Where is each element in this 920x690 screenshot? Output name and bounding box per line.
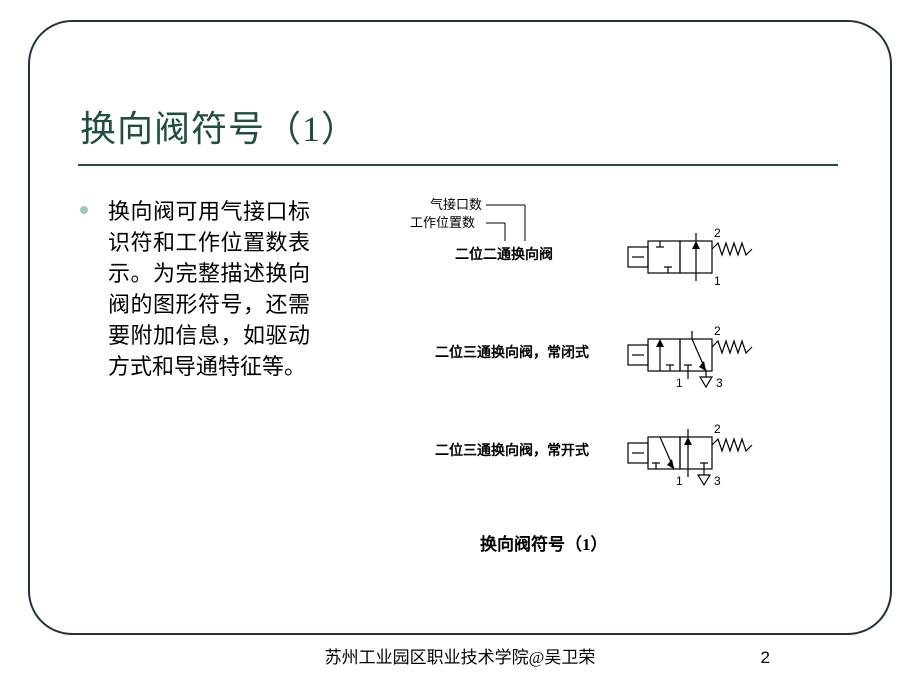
footer-text: 苏州工业园区职业技术学院@吴卫荣 (0, 643, 920, 668)
valve-3-port-1: 1 (676, 474, 683, 488)
legend: 气接口数 工作位置数 (410, 197, 525, 241)
bullet-icon (80, 206, 88, 214)
legend-ports: 气接口数 (430, 197, 482, 212)
bullet-block: 换向阀可用气接口标识符和工作位置数表示。为完整描述换向阀的图形符号，还需要附加信… (80, 196, 310, 382)
valve-2-port-2: 2 (714, 324, 721, 338)
valve-1: 二位二通换向阀 2 1 (455, 226, 752, 288)
slide: 换向阀符号（1） 换向阀可用气接口标识符和工作位置数表示。为完整描述换向阀的图形… (0, 0, 920, 690)
legend-positions: 工作位置数 (410, 215, 475, 230)
diagram-caption: 换向阀符号（1） (480, 530, 608, 555)
valve-3-port-3: 3 (714, 474, 721, 488)
valve-2-port-3: 3 (716, 376, 723, 390)
valve-1-label: 二位二通换向阀 (455, 246, 553, 263)
valve-2-port-1: 1 (676, 376, 683, 390)
slide-title: 换向阀符号（1） (80, 100, 358, 152)
valve-1-port-1: 1 (714, 274, 721, 288)
title-underline (78, 164, 838, 166)
valve-3: 二位三通换向阀，常开式 (435, 422, 752, 488)
page-number: 2 (761, 648, 770, 668)
valve-1-port-2: 2 (714, 226, 721, 240)
valve-diagram: 气接口数 工作位置数 二位二通换向阀 (370, 195, 830, 535)
body-text: 换向阀可用气接口标识符和工作位置数表示。为完整描述换向阀的图形符号，还需要附加信… (108, 196, 310, 382)
valve-2: 二位三通换向阀，常闭式 (435, 324, 752, 390)
valve-3-label: 二位三通换向阀，常开式 (435, 442, 589, 459)
valve-2-label: 二位三通换向阀，常闭式 (435, 344, 589, 361)
valve-3-port-2: 2 (714, 422, 721, 436)
